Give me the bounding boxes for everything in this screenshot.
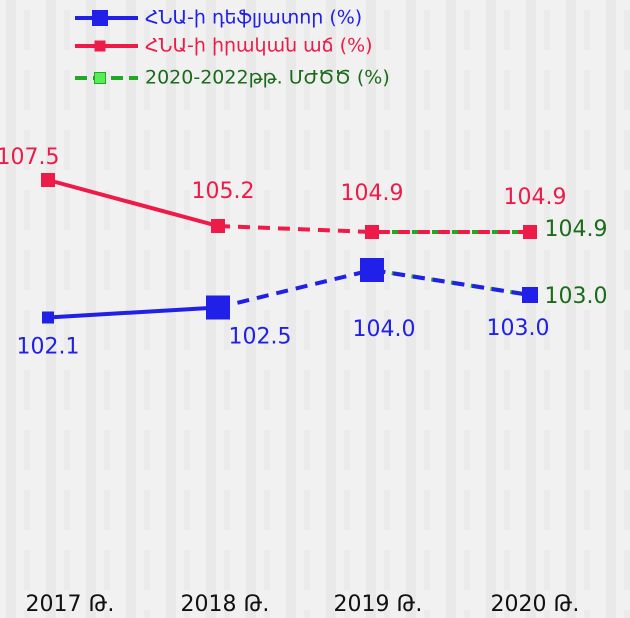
marker bbox=[211, 219, 225, 233]
series-line bbox=[47, 305, 219, 320]
marker bbox=[523, 225, 537, 239]
data-label: 103.0 bbox=[545, 284, 608, 309]
legend-marker bbox=[92, 10, 108, 26]
series-line bbox=[47, 178, 219, 228]
x-tick-label: 2017 Թ. bbox=[26, 592, 115, 617]
data-label: 102.1 bbox=[17, 335, 80, 360]
data-label: 103.0 bbox=[487, 316, 550, 341]
legend-label: 2020-2022թթ. ՄԺԾԾ (%) bbox=[145, 67, 390, 89]
data-label: 104.0 bbox=[353, 317, 416, 342]
series-line bbox=[217, 224, 530, 234]
data-label: 104.9 bbox=[504, 185, 567, 210]
legend-label: ՀՆԱ-ի իրական աճ (%) bbox=[145, 35, 373, 57]
data-label: 105.2 bbox=[192, 179, 255, 204]
marker bbox=[41, 173, 55, 187]
marker bbox=[365, 225, 379, 239]
marker bbox=[206, 295, 230, 320]
data-label: 107.5 bbox=[0, 145, 59, 170]
x-tick-label: 2018 Թ. bbox=[181, 592, 270, 617]
marker bbox=[360, 258, 384, 282]
data-label: 102.5 bbox=[229, 325, 292, 350]
legend-label: ՀՆԱ-ի դեֆլյատոր (%) bbox=[145, 7, 362, 29]
marker bbox=[42, 311, 54, 324]
legend-marker bbox=[94, 40, 106, 52]
data-label: 104.9 bbox=[545, 217, 608, 242]
series-line bbox=[217, 267, 531, 310]
x-tick-label: 2020 Թ. bbox=[491, 592, 580, 617]
x-tick-label: 2019 Թ. bbox=[334, 592, 423, 617]
data-label: 104.9 bbox=[341, 181, 404, 206]
marker bbox=[522, 287, 538, 303]
legend-marker bbox=[94, 72, 106, 84]
